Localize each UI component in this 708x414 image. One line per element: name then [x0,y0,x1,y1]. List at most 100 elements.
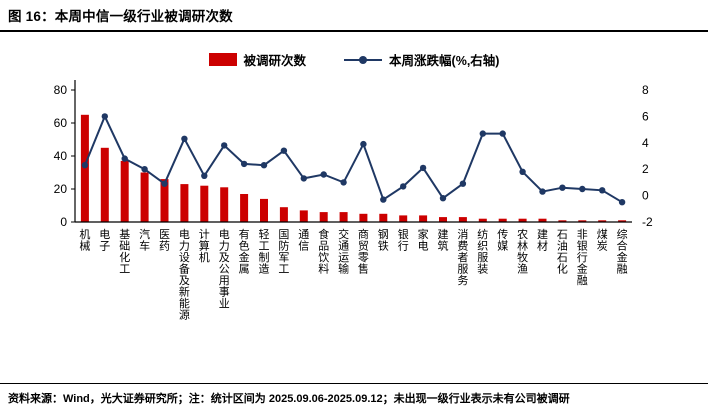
right-axis-tick-label: 6 [642,109,649,123]
line-marker [519,168,526,175]
left-axis-tick-label: 60 [54,116,68,130]
x-axis-category-label: 基础化工 [119,228,130,276]
line-marker [161,180,168,187]
line-marker [360,140,367,148]
bar [339,212,348,222]
x-axis-category-label: 医药 [159,229,170,253]
x-axis-category-label: 电子 [99,228,110,253]
x-axis-category-label: 交通运输 [338,227,349,276]
line-marker [539,188,546,195]
x-axis-category-label: 建材 [537,227,548,253]
x-axis-category-label: 电力及公用事业 [219,228,230,310]
line-marker [618,199,626,206]
bar [120,160,129,222]
bar [319,212,328,222]
bar [100,147,109,223]
line-marker [599,187,606,194]
bar [518,218,527,222]
x-axis-category-label: 非银行金融 [577,228,588,287]
bar [180,184,189,222]
x-axis-category-label: 钢铁 [378,228,389,253]
bar [160,179,169,222]
x-axis-category-label: 传媒 [497,228,508,253]
x-axis-category-label: 石油石化 [557,229,568,276]
line-marker [221,142,228,149]
x-axis-category-label: 建筑 [438,227,449,253]
bar-series-label: 被调研次数 [243,54,307,68]
line-marker [340,179,347,186]
left-axis-tick-label: 40 [54,149,68,163]
line-marker [300,175,307,182]
left-axis-tick-label: 80 [54,83,68,97]
bar [399,215,408,222]
legend-item-bar: 被调研次数 [208,50,307,69]
line-marker [240,160,248,168]
line-series-path [83,113,623,204]
line-series-label: 本周涨跌幅(%,右轴) [389,54,500,68]
source-note: 资料来源：Wind，光大证券研究所；注：统计区间为 2025.09.06-202… [8,393,570,405]
line-marker [121,155,128,162]
chart-legend: 被调研次数 本周涨跌幅(%,右轴) [0,50,708,69]
line-marker [559,184,566,191]
x-axis-category-label: 国防军工 [278,228,289,276]
bar [140,172,149,222]
x-axis-category-label: 银行 [398,227,409,253]
right-axis-tick-label: 8 [642,83,649,97]
line-marker [459,180,467,187]
x-axis-category-label: 电力设备及新能源 [179,228,190,322]
bar [220,187,229,222]
line-marker [400,183,407,190]
x-axis-category-label: 通信 [298,228,309,253]
bar [618,220,627,222]
bar-series-swatch [208,53,237,66]
bar [200,185,209,222]
line-marker [380,196,387,203]
line-marker [499,130,506,137]
bar [458,217,467,222]
right-axis-tick-label: 2 [642,162,649,176]
left-axis-tick-label: 20 [54,182,68,196]
bar [478,218,487,222]
bar [419,215,428,222]
line-marker [201,172,208,179]
right-axis-tick-label: 0 [642,189,649,203]
bar [80,114,89,223]
x-axis-category-label: 商贸零售 [358,227,369,276]
chart-area: 0 20 40 60 80 -2 0 2 4 6 8 机械 电子 基础化工 汽车 医药 电力设备及新能源 计算机电… [0,75,708,375]
bar [558,220,567,222]
x-axis-category-label: 计算机 [199,228,210,264]
bar [279,207,288,222]
line-marker [181,135,188,142]
bar [260,198,268,222]
x-axis-category-label: 食品饮料 [318,227,329,276]
x-axis-category-label: 机械 [79,227,90,253]
bar [498,218,507,222]
line-marker [260,162,268,169]
bar [439,217,447,222]
figure-header: 图 16：本周中信一级行业被调研次数 [0,0,708,32]
x-axis-category-label: 有色金属 [239,227,250,276]
bar [240,194,249,222]
x-axis-category-label: 纺织服装 [477,227,488,276]
legend-item-line: 本周涨跌幅(%,右轴) [344,50,499,69]
line-marker [419,164,427,172]
line-marker [320,171,327,178]
chart-svg: 0 20 40 60 80 -2 0 2 4 6 8 机械电子基础化工汽车医药电力设备及新能源计算机电… [54,80,653,322]
left-axis-tick-label: 0 [60,215,67,229]
x-axis-category-label: 综合金融 [617,227,628,276]
bar [578,220,587,222]
x-axis-category-label: 农林牧渔 [517,227,528,276]
line-marker [81,162,89,169]
bar [379,213,388,223]
x-axis-category-label: 家电 [418,227,429,253]
right-axis-tick-label: -2 [642,215,653,229]
line-marker [280,147,288,154]
line-marker [479,130,486,137]
line-marker [101,113,109,120]
x-axis-category-label: 消费者服务 [457,227,468,287]
line-marker [439,195,447,202]
bar [299,210,308,222]
line-series-marker-icon [344,55,383,64]
bar [359,213,368,223]
right-axis-tick-label: 4 [642,136,649,150]
